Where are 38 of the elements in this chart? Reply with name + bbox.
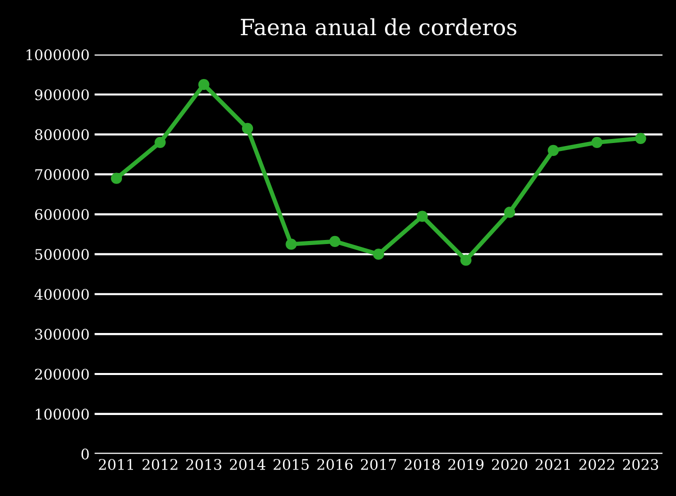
x-tick-label: 2015 xyxy=(274,458,309,470)
x-tick-label: 2013 xyxy=(186,458,222,470)
point xyxy=(286,238,297,250)
x-tick-label: 2020 xyxy=(492,458,528,470)
y-tick-label: 500000 xyxy=(35,248,89,260)
x-tick-label: 2019 xyxy=(448,458,484,470)
point xyxy=(635,132,646,144)
y-tick-label: 700000 xyxy=(35,169,89,180)
point xyxy=(591,136,603,148)
y-tick-label: 0 xyxy=(81,448,89,460)
point xyxy=(504,206,516,218)
x-tick-label: 2016 xyxy=(317,458,353,470)
chart-title: Faena anual de corderos xyxy=(240,18,516,36)
y-tick-label: 800000 xyxy=(35,129,89,140)
y-tick-label: 400000 xyxy=(34,288,89,300)
point xyxy=(329,236,340,247)
x-tick-label: 2022 xyxy=(579,458,614,470)
y-tick-label: 300000 xyxy=(35,328,89,340)
x-tick-label: 2023 xyxy=(623,458,658,470)
y-tick-label: 200000 xyxy=(35,368,89,380)
point xyxy=(198,78,210,90)
x-tick-label: 2012 xyxy=(142,458,178,470)
point xyxy=(548,144,559,156)
point xyxy=(416,210,428,222)
point xyxy=(373,248,384,260)
point xyxy=(110,172,122,184)
point xyxy=(460,254,472,266)
x-tick-label: 2014 xyxy=(230,458,266,470)
x-tick-label: 2021 xyxy=(536,458,570,470)
y-tick-label: 1000000 xyxy=(26,49,89,60)
x-tick-label: 2018 xyxy=(404,458,440,470)
point xyxy=(154,136,166,148)
point xyxy=(242,122,254,134)
y-tick-label: 100000 xyxy=(36,408,89,420)
x-tick-label: 2011 xyxy=(98,458,133,470)
y-tick-label: 900000 xyxy=(35,89,89,100)
y-tick-label: 600000 xyxy=(35,208,89,220)
x-tick-label: 2017 xyxy=(360,458,396,470)
